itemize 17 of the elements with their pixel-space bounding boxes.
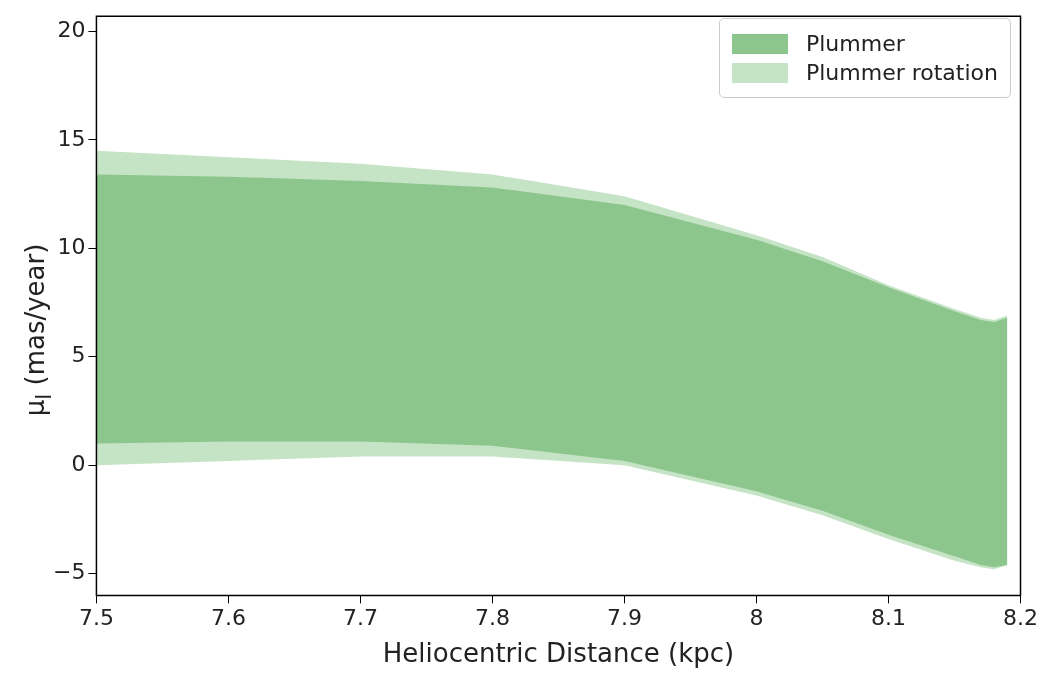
y-tick-label: 10	[57, 234, 86, 260]
x-tick-label: 8	[749, 605, 764, 631]
x-tick-label: 7.6	[210, 605, 246, 631]
legend-label: Plummer	[805, 31, 905, 56]
legend-label: Plummer rotation	[805, 60, 998, 85]
x-tick-label: 7.7	[342, 605, 378, 631]
x-tick-label: 8.1	[871, 605, 906, 631]
y-tick-label: 20	[57, 17, 86, 43]
x-tick-label: 8.2	[1003, 605, 1039, 631]
x-tick-label: 7.9	[606, 605, 642, 631]
y-tick-label: 5	[71, 342, 86, 368]
x-axis-title: Heliocentric Distance (kpc)	[382, 638, 735, 669]
x-tick-label: 7.5	[78, 605, 114, 631]
y-tick-label: −5	[52, 559, 86, 585]
y-tick-label: 15	[57, 125, 86, 151]
x-tick-label: 7.8	[474, 605, 510, 631]
y-tick-label: 0	[71, 450, 86, 476]
